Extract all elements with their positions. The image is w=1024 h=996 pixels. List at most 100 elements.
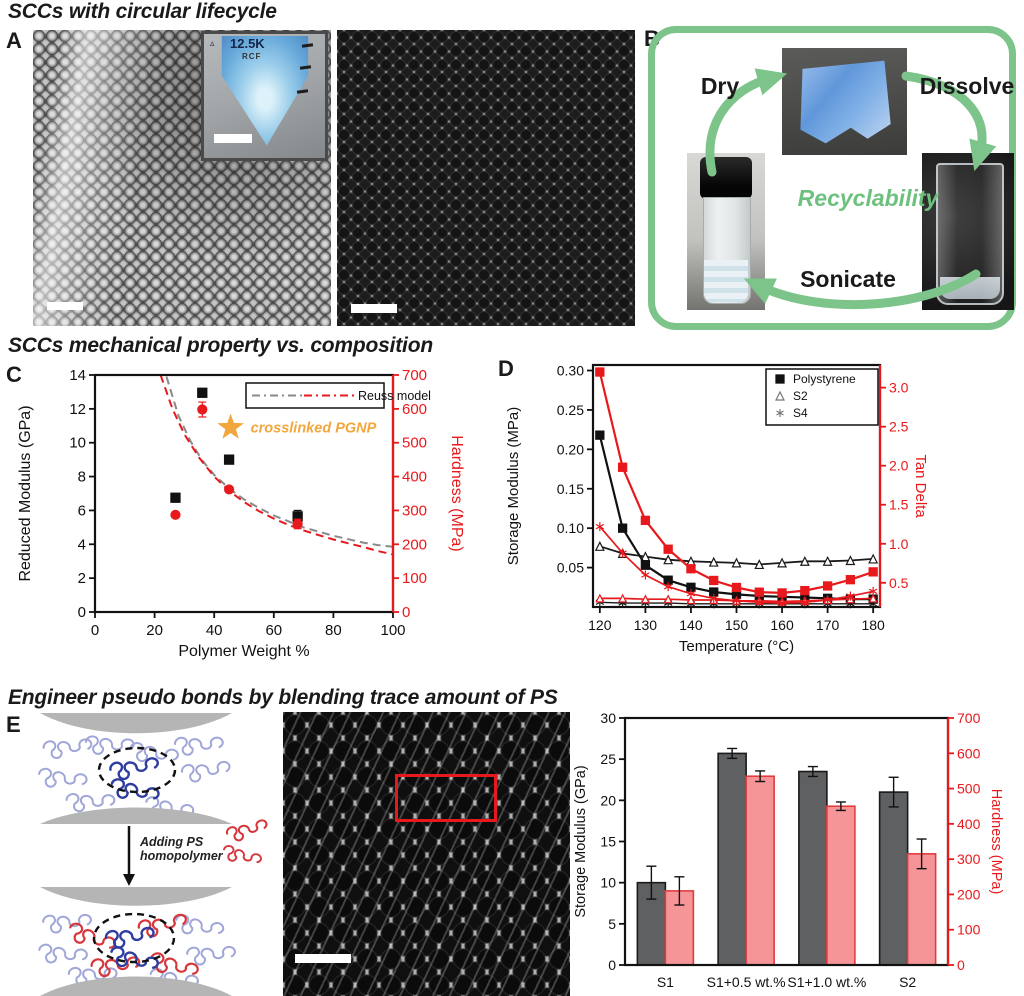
y-right-tick-label: 700 xyxy=(402,367,427,384)
y-right-tick-label: 400 xyxy=(957,816,981,832)
x-tick-label: 60 xyxy=(265,622,282,639)
y-right-tick-label: 600 xyxy=(402,401,427,418)
graduation-tick xyxy=(296,89,309,94)
y-left-tick-label: 0.25 xyxy=(557,402,584,418)
y-right-tick-label: 500 xyxy=(402,435,427,452)
y-left-tick-label: 0 xyxy=(608,957,616,973)
x-tick-label: 80 xyxy=(325,622,342,639)
adding-ps-label-line1: Adding PS xyxy=(139,835,204,849)
y-left-tick-label: 6 xyxy=(78,502,86,519)
annotation-text: crosslinked PGNP xyxy=(251,420,377,436)
category-label: S1+0.5 wt.% xyxy=(707,974,786,990)
chart-modulus-vs-composition: 0 20 40 60 80 1000246810121401002003004005006… xyxy=(17,367,465,660)
y-right-tick-label: 2.5 xyxy=(889,419,909,435)
y-left-tick-label: 8 xyxy=(78,469,86,486)
axes: 0510152025300100200300400500600700Storag… xyxy=(573,710,1004,973)
y-left-tick-label: 0.15 xyxy=(557,481,584,497)
indenter-tip-top xyxy=(40,887,232,906)
x-tick-label: 100 xyxy=(380,622,405,639)
x-axis-title: Polymer Weight % xyxy=(178,643,309,660)
y-right-tick-label: 300 xyxy=(957,851,981,867)
y-left-tick-label: 0.20 xyxy=(557,441,584,457)
legend-label: Polystyrene xyxy=(793,372,856,386)
section-title-lifecycle: SCCs with circular lifecycle xyxy=(8,0,277,23)
film-photo xyxy=(782,48,907,155)
indenter-tip-bottom xyxy=(40,976,232,996)
tube-icon: ▵ xyxy=(210,38,215,48)
contact-zone-ellipse xyxy=(92,912,176,964)
indentation-schematic: Adding PS homopolymer xyxy=(37,713,270,996)
scale-bar xyxy=(351,304,397,313)
y-right-tick-label: 200 xyxy=(957,886,981,902)
series-reuss-model-right xyxy=(159,374,394,556)
series-polystyrene-storage xyxy=(595,430,878,604)
y-right-tick-label: 0 xyxy=(402,604,410,621)
y-right-tick-label: 3.0 xyxy=(889,380,909,396)
recyclability-label: Recyclability xyxy=(797,185,939,211)
annotation-crosslinked-pgnp: crosslinked PGNP xyxy=(217,413,377,439)
chart-bar-modulus-hardness: 0510152025300100200300400500600700Storag… xyxy=(573,710,1004,990)
bar-series-hardness xyxy=(664,770,937,966)
matrix-polymer-chains xyxy=(37,733,233,822)
x-tick-label: 150 xyxy=(725,617,749,633)
y-right-tick-label: 700 xyxy=(957,710,981,726)
section-title-pseudo-bonds: Engineer pseudo bonds by blending trace … xyxy=(8,686,558,709)
scale-bar xyxy=(295,954,351,963)
entangled-chains-highlight xyxy=(103,922,161,975)
x-tick-label: 140 xyxy=(679,617,703,633)
x-tick-label: 160 xyxy=(770,617,794,633)
y-right-tick-label: 2.0 xyxy=(889,458,909,474)
axes: 0 20 40 60 80 1000246810121401002003004005006… xyxy=(17,367,465,660)
ps-homopolymer-coil-icon xyxy=(221,815,270,868)
legend-reuss-model: Reuss model xyxy=(245,382,431,409)
series-hardness xyxy=(170,401,303,530)
down-arrowhead-icon xyxy=(123,874,135,886)
y-right-axis-title: Hardness (MPa) xyxy=(448,435,465,551)
y-left-axis-title: Reduced Modulus (GPa) xyxy=(17,405,34,581)
y-right-tick-label: 100 xyxy=(402,570,427,587)
y-left-tick-label: 5 xyxy=(608,916,616,932)
series-reuss-model-left xyxy=(165,376,394,548)
category-label: S1 xyxy=(657,974,674,990)
x-axis-title: Temperature (°C) xyxy=(679,638,794,655)
contact-zone-ellipse xyxy=(97,746,177,794)
y-right-tick-label: 200 xyxy=(402,536,427,553)
y-right-tick-label: 1.5 xyxy=(889,497,909,513)
y-right-tick-label: 0.5 xyxy=(889,575,909,591)
vial-body xyxy=(936,163,1004,305)
y-left-tick-label: 10 xyxy=(69,435,86,452)
milky-liquid xyxy=(704,260,748,302)
scale-bar xyxy=(47,302,83,310)
y-left-tick-label: 12 xyxy=(69,401,86,418)
x-tick-label: 130 xyxy=(634,617,658,633)
adding-ps-label-line2: homopolymer xyxy=(140,849,224,863)
cycle-arrows xyxy=(705,68,997,310)
tem-highlight-box xyxy=(395,774,497,822)
y-left-tick-label: 0.05 xyxy=(557,560,584,576)
y-left-tick-label: 14 xyxy=(69,367,86,384)
series-s2-storage xyxy=(594,540,879,570)
y-right-tick-label: 300 xyxy=(402,502,427,519)
sonicate-label: Sonicate xyxy=(800,266,896,292)
dry-label: Dry xyxy=(700,73,740,99)
y-left-tick-label: 10 xyxy=(600,875,616,891)
y-left-axis-title: Storage Modulus (MPa) xyxy=(505,407,522,565)
dissolve-arrow-icon xyxy=(901,71,997,172)
chart-dma-temperature: 120 130 140 150 160 170 180 0.05 0.10 0.15 0.20 0.2… xyxy=(505,363,929,655)
dry-arrow-icon xyxy=(705,68,788,177)
y-right-tick-label: 600 xyxy=(957,745,981,761)
x-tick-label: 170 xyxy=(816,617,840,633)
panel-label-e: E xyxy=(6,712,21,737)
centrifuge-tube-photo: 12.5K RCF ▵ xyxy=(201,31,328,161)
y-right-tick-label: 400 xyxy=(402,469,427,486)
y-left-tick-label: 2 xyxy=(78,570,86,587)
panel-label-c: C xyxy=(6,362,22,387)
axes: 120 130 140 150 160 170 180 0.05 0.10 0.15 0.20 0.2… xyxy=(505,363,929,655)
y-right-tick-label: 500 xyxy=(957,781,981,797)
centrifuge-rcf-label: RCF xyxy=(242,52,262,61)
y-left-tick-label: 0.30 xyxy=(557,363,584,379)
indenter-tip-top xyxy=(40,713,232,734)
x-tick-label: 0 xyxy=(91,622,99,639)
y-left-tick-label: 25 xyxy=(600,751,616,767)
recyclability-cycle-panel: Dry Dissolve Recyclability Sonicate xyxy=(648,26,1016,330)
